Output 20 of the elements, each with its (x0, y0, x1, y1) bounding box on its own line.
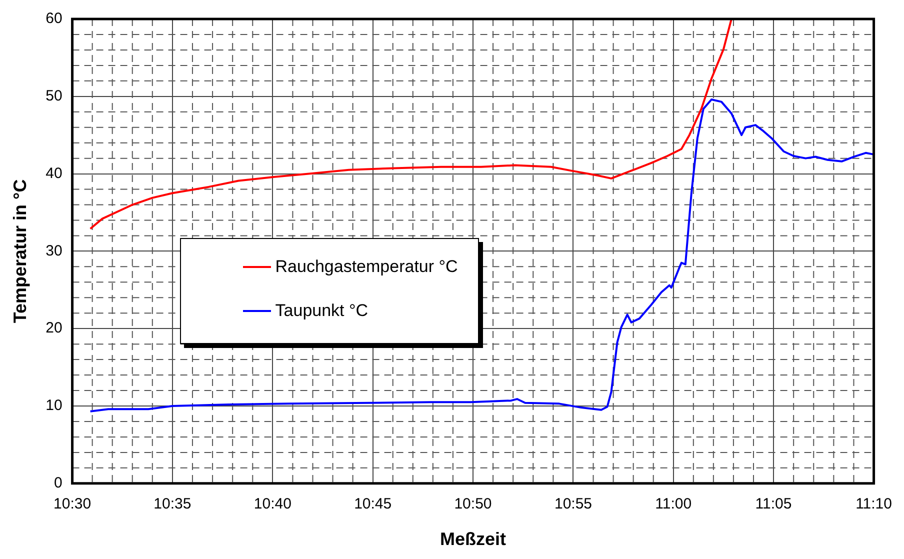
y-tick-label: 0 (54, 474, 62, 492)
legend-label: Rauchgastemperatur °C (275, 257, 458, 278)
y-tick-label: 30 (46, 242, 62, 260)
legend-label: Taupunkt °C (275, 301, 368, 322)
y-tick-label: 20 (46, 320, 62, 337)
y-axis-title: Temperatur in °C (10, 179, 30, 324)
y-tick-label: 40 (46, 164, 62, 182)
x-tick-label: 10:40 (254, 496, 292, 513)
y-tick-label: 60 (46, 10, 62, 28)
y-tick-label: 10 (46, 397, 62, 414)
x-axis-title: Meßzeit (440, 529, 506, 550)
x-tick-label: 11:10 (856, 496, 892, 513)
x-tick-label: 10:35 (154, 496, 192, 513)
x-tick-label: 10:55 (554, 496, 592, 513)
x-tick-label: 10:45 (354, 496, 392, 513)
x-tick-label: 10:50 (454, 496, 492, 513)
x-tick-label: 11:00 (655, 496, 692, 513)
y-tick-label: 50 (46, 88, 62, 105)
x-tick-label: 10:30 (54, 496, 92, 513)
x-tick-label: 11:05 (755, 496, 792, 513)
